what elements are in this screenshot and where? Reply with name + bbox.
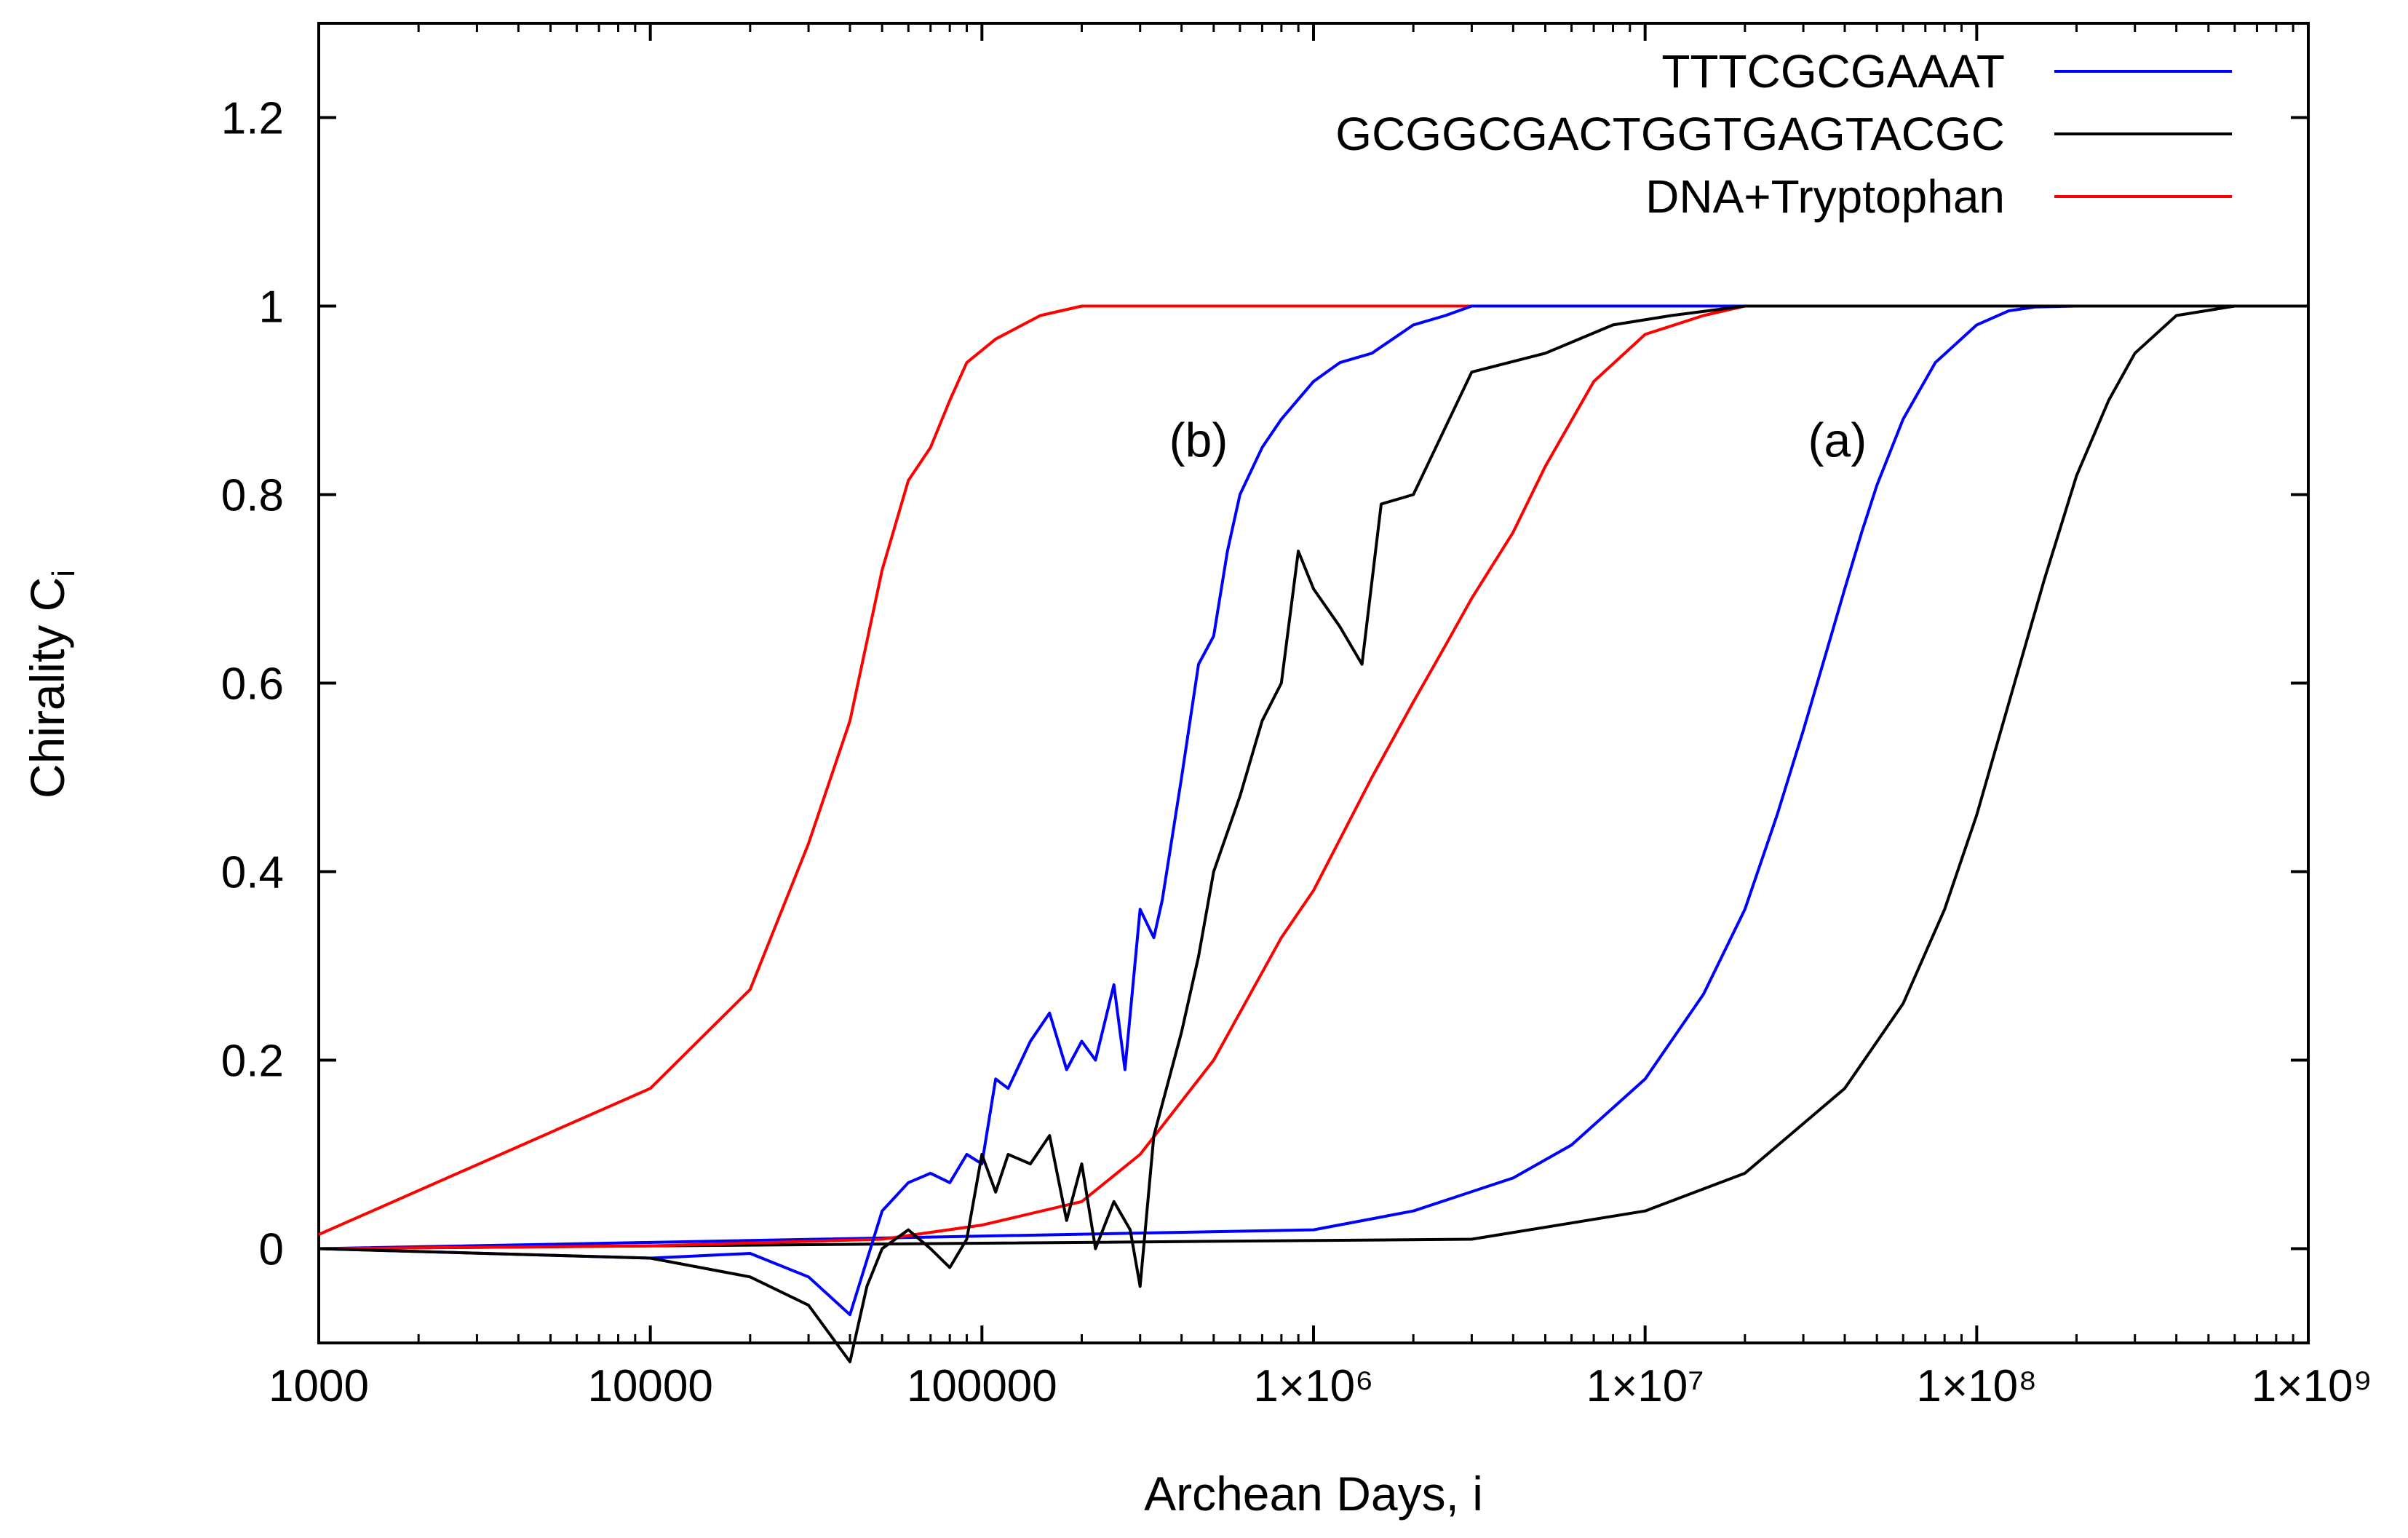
x-tick-label: 10000	[587, 1361, 712, 1411]
y-ticks: 0 0.2 0.4 0.6 0.8 1 1.2	[221, 94, 2308, 1275]
series-line-2	[318, 304, 2308, 1250]
legend: TTTCGCGAAAT GCGGCGACTGGTGAGTACGC DNA+Try…	[1335, 45, 2232, 223]
annotation-1: (b)	[1169, 413, 1228, 467]
x-tick-label: 100000	[907, 1361, 1057, 1411]
y-tick-label: 0.6	[221, 659, 284, 710]
series-line-1	[318, 304, 2308, 1250]
annotations: (b) (a)	[1169, 413, 1867, 467]
legend-label-3: DNA+Tryptophan	[1645, 170, 2005, 223]
x-tick-label: 1000	[269, 1361, 369, 1411]
x-tick-label: 1×10⁹	[2252, 1361, 2372, 1411]
x-tick-label: 1×10⁶	[1253, 1361, 1373, 1411]
y-tick-label: 0.2	[221, 1036, 284, 1087]
series-lines	[318, 304, 2308, 1363]
x-axis-title: Archean Days, i	[1144, 1467, 1483, 1521]
series-line-3	[318, 304, 2308, 1250]
y-tick-label: 0.4	[221, 848, 284, 898]
series-line-6	[318, 304, 2308, 1363]
y-tick-label: 0	[259, 1225, 284, 1275]
y-tick-label: 1.2	[221, 94, 284, 144]
y-tick-label: 1	[259, 282, 284, 333]
x-ticks: 1000 10000 100000 1×10⁶ 1×10⁷ 1×10⁸ 1×10⁹	[269, 23, 2372, 1411]
series-line-5	[318, 304, 2308, 1317]
plot-frame	[317, 22, 2310, 1344]
legend-label-1: TTTCGCGAAAT	[1661, 45, 2005, 98]
y-tick-label: 0.8	[221, 471, 284, 521]
x-tick-label: 1×10⁷	[1586, 1361, 1704, 1411]
legend-label-2: GCGGCGACTGGTGAGTACGC	[1335, 108, 2005, 160]
y-axis-title-subscript: i	[46, 570, 82, 577]
y-axis-title-main: Chirality C	[20, 577, 74, 798]
y-axis-title: Chirality Ci	[20, 570, 82, 798]
annotation-2: (a)	[1808, 413, 1867, 467]
x-tick-label: 1×10⁸	[1916, 1361, 2037, 1411]
plot-border	[317, 22, 2310, 1344]
series-line-4	[318, 304, 2308, 1236]
